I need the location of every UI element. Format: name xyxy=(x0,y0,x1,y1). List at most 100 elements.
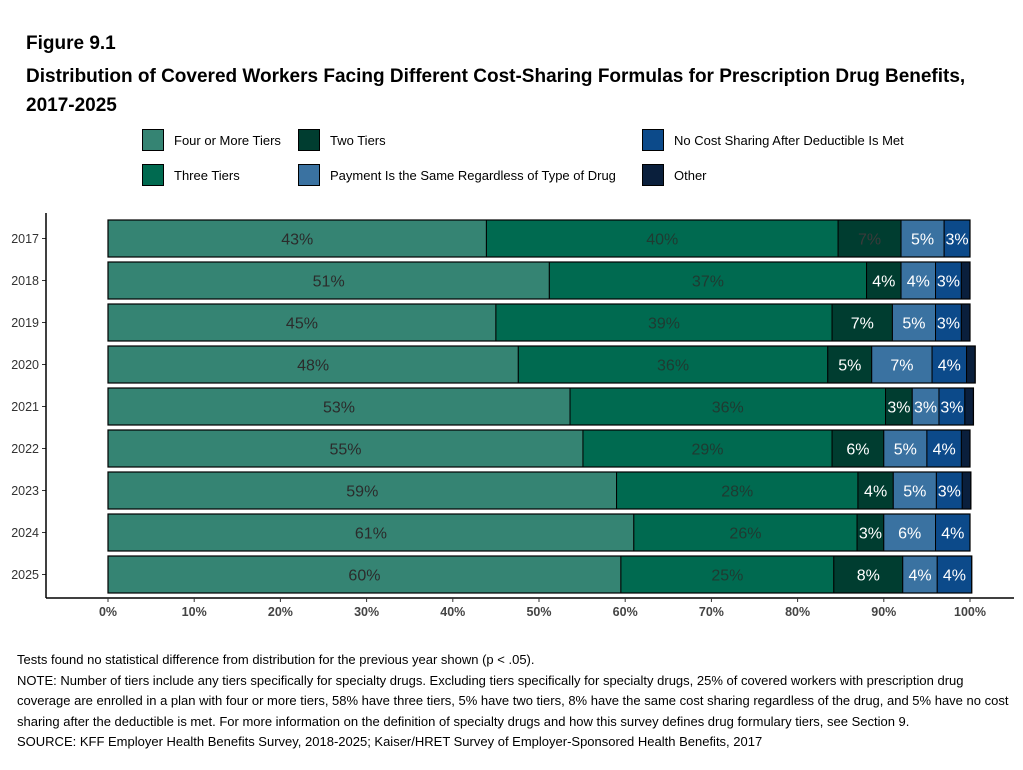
data-label: 4% xyxy=(943,568,966,585)
x-tick-label: 90% xyxy=(871,605,896,619)
x-tick-label: 70% xyxy=(699,605,724,619)
bar-segment xyxy=(931,345,968,384)
legend-label: Two Tiers xyxy=(330,132,386,148)
data-label: 37% xyxy=(692,274,724,291)
data-label: 36% xyxy=(712,400,744,417)
stacked-bar-chart: 43% 40% 7% 5% 3% 51% 37% 4% 4% 3% 45% 39% 7% 5% 3% 48% 3… xyxy=(11,213,1014,619)
x-tick-label: 0% xyxy=(99,605,117,619)
legend-swatch-other xyxy=(642,164,664,186)
data-label: 43% xyxy=(281,232,313,249)
bar-segment xyxy=(892,471,937,510)
data-label: 4% xyxy=(864,484,887,501)
x-tick-label: 40% xyxy=(440,605,465,619)
data-label: 51% xyxy=(313,274,345,291)
data-label: 8% xyxy=(857,568,880,585)
bar-outline xyxy=(107,555,973,594)
source-text: SOURCE: KFF Employer Health Benefits Sur… xyxy=(17,734,763,749)
x-tick-label: 80% xyxy=(785,605,810,619)
data-label: 5% xyxy=(838,358,861,375)
chart-legend: Four or More Tiers Three Tiers Two Tiers… xyxy=(0,0,1023,200)
bar-segment xyxy=(856,513,885,552)
data-label: 6% xyxy=(846,442,869,459)
bar-segment xyxy=(857,471,894,510)
legend-swatch-three-tiers xyxy=(142,164,164,186)
bar-outline xyxy=(107,513,971,552)
legend-label: Four or More Tiers xyxy=(174,132,281,148)
bar-segment xyxy=(831,303,893,342)
legend-swatch-same-payment xyxy=(298,164,320,186)
legend-item-four-or-more-tiers: Four or More Tiers xyxy=(142,129,281,151)
data-label: 5% xyxy=(902,316,925,333)
data-label: 40% xyxy=(646,232,678,249)
data-label: 4% xyxy=(933,442,956,459)
chart-title: Distribution of Covered Workers Facing D… xyxy=(26,66,966,116)
legend-label: No Cost Sharing After Deductible Is Met xyxy=(674,132,904,148)
data-label: 3% xyxy=(914,400,937,417)
data-label: 59% xyxy=(346,484,378,501)
data-label: 3% xyxy=(946,232,969,249)
figure-label: Figure 9.1 xyxy=(26,33,116,54)
bar-outline xyxy=(107,261,971,300)
legend-swatch-four-or-more-tiers xyxy=(142,129,164,151)
bar-segment xyxy=(107,261,550,300)
bar-segment xyxy=(960,429,971,468)
bar-segment xyxy=(966,345,976,384)
bar-segment xyxy=(960,261,971,300)
data-label: 3% xyxy=(887,400,910,417)
data-label: 4% xyxy=(938,358,961,375)
bar-outline xyxy=(107,303,971,342)
bar-segment xyxy=(107,219,487,258)
bar-segment xyxy=(495,303,833,342)
bar-segment xyxy=(107,513,635,552)
data-label: 5% xyxy=(894,442,917,459)
note-text: NOTE: Number of tiers include any tiers … xyxy=(17,672,1009,729)
bar-segment xyxy=(831,429,885,468)
bar-segment xyxy=(936,555,973,594)
y-tick-label: 2022 xyxy=(11,442,39,456)
legend-item-no-cost-sharing: No Cost Sharing After Deductible Is Met xyxy=(642,129,904,151)
legend-item-other: Other xyxy=(642,164,707,186)
data-label: 25% xyxy=(711,568,743,585)
significance-note: Tests found no statistical difference fr… xyxy=(17,652,535,667)
bar-segment xyxy=(569,387,887,426)
data-label: 7% xyxy=(851,316,874,333)
y-tick-label: 2018 xyxy=(11,274,39,288)
y-tick-label: 2025 xyxy=(11,568,39,582)
data-label: 28% xyxy=(721,484,753,501)
bar-segment xyxy=(891,303,937,342)
bar-segment xyxy=(961,471,972,510)
data-label: 39% xyxy=(648,316,680,333)
data-label: 4% xyxy=(907,274,930,291)
data-label: 3% xyxy=(937,316,960,333)
bar-segment xyxy=(960,303,971,342)
data-label: 3% xyxy=(859,526,882,543)
bar-segment xyxy=(548,261,868,300)
bar-segment xyxy=(107,555,622,594)
data-label: 7% xyxy=(890,358,913,375)
y-tick-label: 2017 xyxy=(11,232,39,246)
bar-outline xyxy=(107,471,972,510)
bar-segment xyxy=(107,303,497,342)
data-label: 48% xyxy=(297,358,329,375)
y-tick-label: 2021 xyxy=(11,400,39,414)
data-label: 7% xyxy=(858,232,881,249)
data-label: 45% xyxy=(286,316,318,333)
data-label: 60% xyxy=(348,568,380,585)
x-tick-label: 50% xyxy=(526,605,551,619)
legend-item-three-tiers: Three Tiers xyxy=(142,164,240,186)
data-label: 5% xyxy=(903,484,926,501)
legend-label: Other xyxy=(674,167,707,183)
data-label: 3% xyxy=(937,274,960,291)
data-label: 36% xyxy=(657,358,689,375)
bar-outline xyxy=(107,387,975,426)
y-tick-label: 2024 xyxy=(11,526,39,540)
data-label: 61% xyxy=(355,526,387,543)
bar-segment xyxy=(935,513,971,552)
y-tick-label: 2019 xyxy=(11,316,39,330)
bar-segment xyxy=(964,387,974,426)
bar-outline xyxy=(107,219,971,258)
legend-label: Payment Is the Same Regardless of Type o… xyxy=(330,167,616,183)
bars-layer: 43% 40% 7% 5% 3% 51% 37% 4% 4% 3% 45% 39% 7% 5% 3% 48% 3… xyxy=(107,219,976,594)
data-label: 6% xyxy=(898,526,921,543)
x-tick-label: 10% xyxy=(182,605,207,619)
